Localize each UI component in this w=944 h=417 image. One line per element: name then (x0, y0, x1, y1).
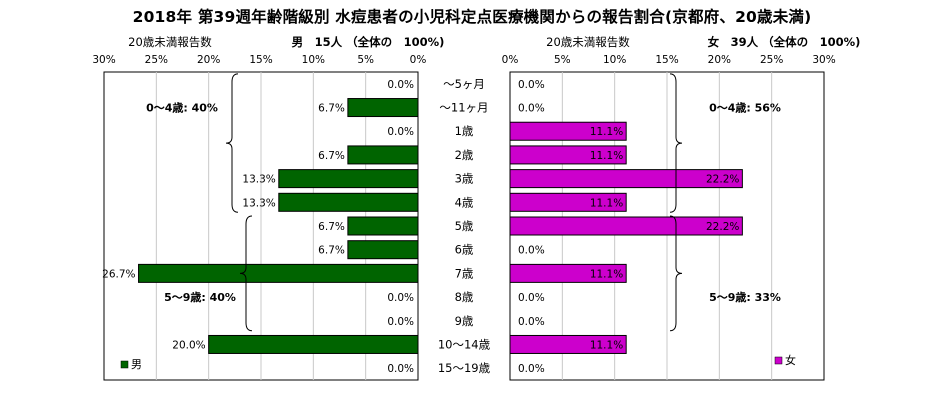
category-label: ～11ヶ月 (439, 101, 488, 115)
male-bar (347, 145, 419, 165)
female-x-tick: 20% (708, 54, 731, 66)
female-group-brace (669, 73, 683, 213)
female-bar (509, 121, 627, 141)
category-labels: ～5ヶ月 ～11ヶ月 1歳 2歳 3歳 4歳 5歳 6歳 7歳 8歳 9歳 10～14歳 15～19歳 (438, 77, 491, 375)
male-data-label: 6.7% (318, 103, 345, 115)
male-data-label: 13.3% (242, 174, 275, 186)
female-x-tick: 30% (812, 54, 835, 66)
female-x-tick: 25% (760, 54, 783, 66)
female-data-label: 22.2% (706, 174, 739, 186)
male-data-label: 0.0% (387, 126, 414, 138)
female-bar (509, 216, 743, 236)
female-bar (509, 169, 743, 189)
male-header-right: 男 15人 （全体の 100%) (292, 35, 445, 49)
female-bar (509, 192, 627, 212)
male-bar (278, 169, 419, 189)
category-label: ～5ヶ月 (443, 77, 485, 91)
male-legend-label: 男 (131, 358, 142, 371)
male-x-tick: 20% (197, 54, 220, 66)
female-data-label: 11.1% (590, 150, 623, 162)
female-data-label: 22.2% (706, 221, 739, 233)
female-panel: 0% 5% 10% 15% 20% 25% 30% 20歳未満報告数 女 39人 （全体の 10… (502, 35, 861, 381)
female-bar (509, 263, 627, 283)
female-data-label: 0.0% (518, 103, 545, 115)
male-bar (347, 98, 419, 118)
female-data-label: 0.0% (518, 245, 545, 257)
male-x-tick: 0% (410, 54, 427, 66)
female-data-label: 11.1% (590, 268, 623, 280)
category-label: 7歳 (455, 266, 474, 280)
category-label: 4歳 (455, 195, 474, 209)
male-data-label: 6.7% (318, 245, 345, 257)
category-label: 6歳 (455, 243, 474, 257)
category-label: 5歳 (455, 219, 474, 233)
male-data-label: 26.7% (102, 268, 135, 280)
female-x-tick: 10% (603, 54, 626, 66)
female-group-brace (669, 215, 683, 332)
female-x-tick: 5% (554, 54, 571, 66)
male-group-brace (239, 215, 253, 332)
male-data-label: 20.0% (172, 339, 205, 351)
female-bar (509, 145, 627, 165)
male-data-label: 0.0% (387, 292, 414, 304)
female-group-label: 0～4歳: 56% (709, 101, 781, 115)
male-x-tick: 30% (92, 54, 115, 66)
female-bar (509, 334, 627, 354)
male-header-left: 20歳未満報告数 (128, 35, 212, 49)
female-data-label: 0.0% (518, 292, 545, 304)
male-bar (208, 334, 419, 354)
male-data-label: 0.0% (387, 363, 414, 375)
female-group-label: 5～9歳: 33% (709, 290, 781, 304)
category-label: 15～19歳 (438, 361, 491, 375)
male-x-tick: 5% (357, 54, 374, 66)
male-group-brace (225, 73, 239, 213)
male-data-label: 0.0% (387, 316, 414, 328)
male-data-label: 13.3% (242, 197, 275, 209)
female-x-tick: 15% (655, 54, 678, 66)
female-legend-swatch (774, 356, 783, 365)
male-bar (278, 192, 419, 212)
category-label: 2歳 (455, 148, 474, 162)
male-panel: 30% 25% 20% 15% 10% 5% 0% 20歳未満報告数 男 15人 （全体の 10… (92, 35, 445, 381)
female-x-tick: 0% (502, 54, 519, 66)
female-data-label: 11.1% (590, 339, 623, 351)
male-data-label: 6.7% (318, 221, 345, 233)
female-header-right: 女 39人 （全体の 100%) (708, 35, 861, 49)
male-data-label: 6.7% (318, 150, 345, 162)
male-bar (347, 240, 419, 260)
male-x-tick: 15% (249, 54, 272, 66)
female-data-label: 0.0% (518, 79, 545, 91)
female-legend-label: 女 (785, 353, 796, 367)
female-data-label: 11.1% (590, 197, 623, 209)
male-bar (347, 216, 419, 236)
male-group-label: 0～4歳: 40% (146, 101, 218, 115)
female-data-label: 11.1% (590, 126, 623, 138)
category-label: 8歳 (455, 290, 474, 304)
male-bar (138, 263, 419, 283)
male-group-label: 5～9歳: 40% (164, 290, 236, 304)
female-header-left: 20歳未満報告数 (546, 35, 630, 49)
male-x-tick: 10% (302, 54, 325, 66)
category-label: 10～14歳 (438, 337, 491, 351)
male-x-tick: 25% (145, 54, 168, 66)
female-data-label: 0.0% (518, 316, 545, 328)
category-label: 3歳 (455, 172, 474, 186)
category-label: 9歳 (455, 314, 474, 328)
male-data-label: 0.0% (387, 79, 414, 91)
female-data-label: 0.0% (518, 363, 545, 375)
chart-title: 2018年 第39週年齢階級別 水痘患者の小児科定点医療機関からの報告割合(京都… (132, 8, 812, 26)
male-legend-swatch (120, 360, 129, 369)
category-label: 1歳 (455, 124, 474, 138)
